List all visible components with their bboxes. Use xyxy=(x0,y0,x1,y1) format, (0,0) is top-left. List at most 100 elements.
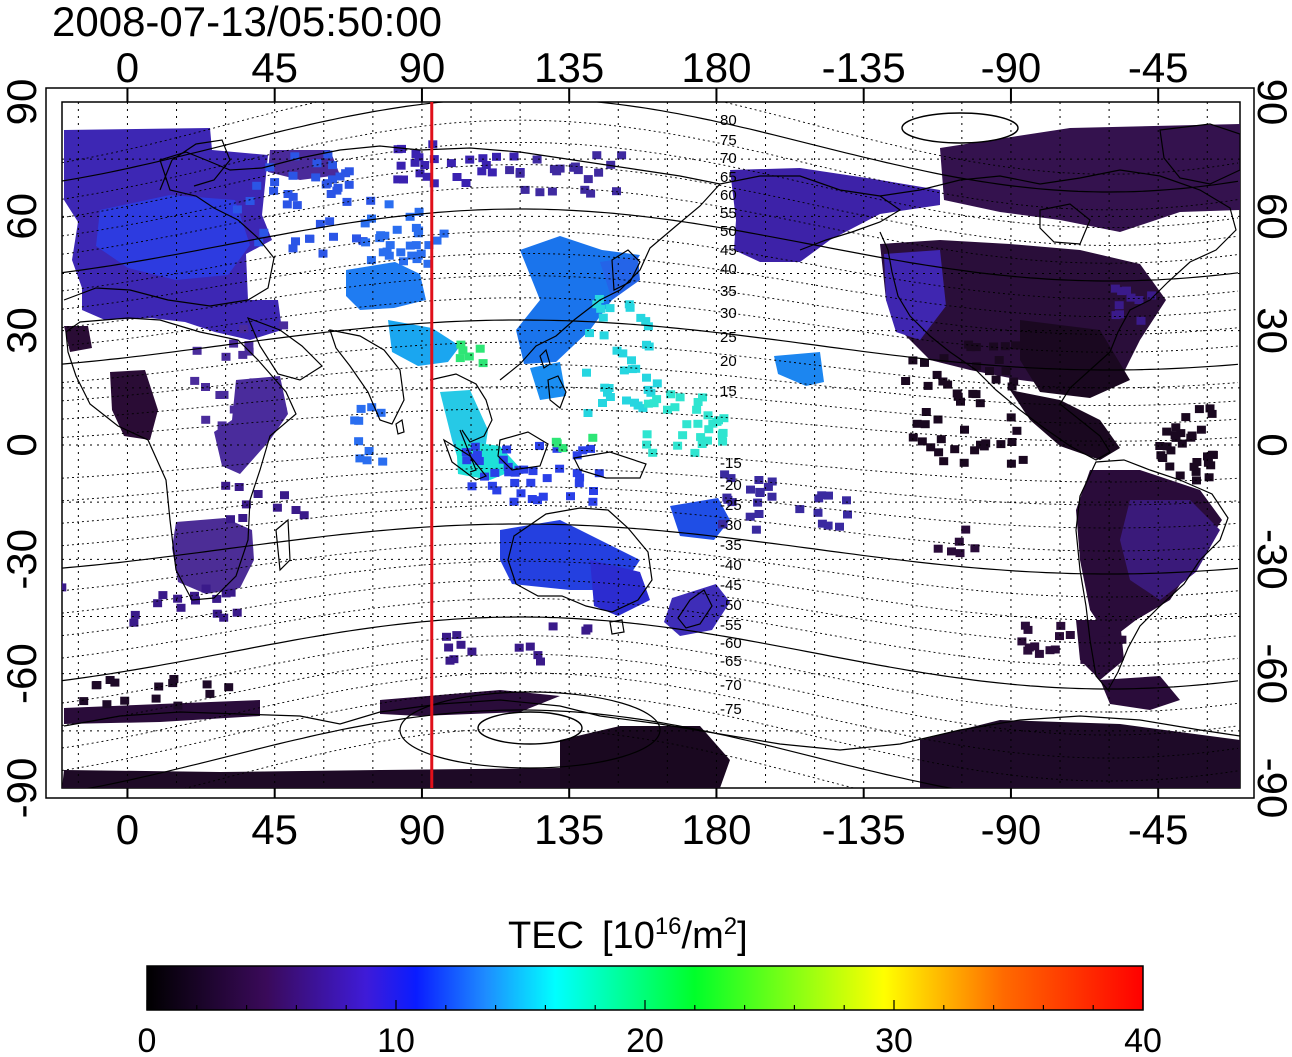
tec-speckle xyxy=(575,473,585,482)
tec-speckle xyxy=(242,426,252,435)
right-latitude-labels: 90 60 30 0 -30 -60 -90 xyxy=(1249,79,1292,819)
tec-speckle xyxy=(224,683,234,692)
tec-speckle xyxy=(332,186,342,195)
coastline-taiwan xyxy=(539,348,551,369)
tec-speckle xyxy=(594,295,604,303)
tec-speckle xyxy=(817,519,827,528)
tec-speckle xyxy=(462,456,472,465)
tec-speckle xyxy=(588,497,598,506)
tec-speckle xyxy=(355,454,365,463)
tec-speckle xyxy=(397,144,406,153)
tec-speckle xyxy=(908,356,918,365)
tec-speckle xyxy=(105,676,115,684)
tec-speckle xyxy=(594,168,604,177)
tec-speckle xyxy=(843,510,852,519)
tec-speckle xyxy=(627,356,636,365)
tec-speckle xyxy=(1206,461,1216,470)
tec-speckle xyxy=(1136,316,1146,325)
tec-speckle xyxy=(291,506,301,514)
tec-speckle xyxy=(328,161,337,170)
tec-speckle xyxy=(901,377,911,385)
tec-speckle xyxy=(652,395,662,404)
tec-speckle xyxy=(633,401,643,410)
coastline-asia-north xyxy=(261,145,721,185)
tec-speckle xyxy=(666,390,676,399)
tec-speckle xyxy=(455,354,465,363)
contour-label: 35 xyxy=(720,283,737,300)
tec-speckle xyxy=(745,512,755,521)
tec-speckle xyxy=(933,415,943,424)
tec-speckle xyxy=(1192,458,1202,466)
tec-speckle xyxy=(221,481,231,490)
contour-label: 65 xyxy=(720,169,737,186)
contour-line xyxy=(62,275,1239,335)
tec-speckle xyxy=(254,238,264,247)
tec-speckle xyxy=(746,485,755,494)
tec-speckle xyxy=(908,433,918,442)
tec-speckle xyxy=(1110,633,1120,642)
tec-speckle xyxy=(474,457,484,465)
tec-speckle xyxy=(478,359,488,368)
tec-speckle xyxy=(249,378,259,387)
tec-speckle xyxy=(305,234,315,243)
tec-speckle xyxy=(934,448,944,457)
tec-speckle xyxy=(1176,429,1186,438)
tec-speckle xyxy=(259,228,269,237)
coastline-africa xyxy=(65,317,297,601)
tec-speckle xyxy=(130,610,140,619)
tec-speckle xyxy=(697,440,707,448)
contour-line xyxy=(184,728,856,788)
tec-speckle xyxy=(960,425,969,434)
tec-speckle xyxy=(288,244,298,253)
tec-speckle xyxy=(318,249,328,258)
tec-speckle xyxy=(972,362,982,371)
tec-speckle xyxy=(384,251,394,260)
tec-speckle xyxy=(168,679,178,688)
tec-speckle xyxy=(173,701,183,710)
tec-speckle xyxy=(202,680,212,689)
tec-speckle xyxy=(405,212,415,221)
tec-speckle xyxy=(245,197,255,205)
tec-speckle xyxy=(253,490,263,498)
tec-speckle xyxy=(458,346,468,355)
lat-tick-label-left: 60 xyxy=(0,193,45,240)
tec-speckle xyxy=(1189,462,1199,471)
tec-speckle xyxy=(239,324,249,333)
tec-speckle xyxy=(703,411,713,420)
contour-label: 75 xyxy=(720,132,737,149)
tec-region-central-america xyxy=(1010,390,1120,460)
tec-speckle xyxy=(509,152,519,161)
tec-speckle xyxy=(939,457,949,466)
lon-tick-label-top: -45 xyxy=(1128,44,1189,91)
coastline-indochina xyxy=(429,373,493,443)
tec-speckle xyxy=(754,510,764,518)
tec-speckle xyxy=(470,442,480,451)
tec-region-canada xyxy=(940,124,1240,232)
tec-speckle xyxy=(158,591,168,600)
tec-speckle xyxy=(492,486,502,495)
contour-line xyxy=(62,672,1239,759)
tec-speckle xyxy=(328,175,337,184)
tec-speckle xyxy=(939,354,949,363)
tec-region-siberia xyxy=(268,150,340,180)
coastline-india xyxy=(329,329,405,425)
tec-speckle xyxy=(201,383,210,391)
lat-tick-label-left: 30 xyxy=(0,307,45,354)
tec-speckle xyxy=(393,175,403,184)
tec-region-gulf xyxy=(1020,320,1130,398)
tec-speckle xyxy=(954,537,964,546)
tec-speckle xyxy=(366,256,376,265)
tec-region-nw-africa xyxy=(64,326,92,352)
coastline-australia xyxy=(507,507,653,613)
tec-speckle xyxy=(392,225,402,234)
contour-label: 40 xyxy=(720,261,737,278)
tec-speckle xyxy=(970,446,980,455)
tec-speckle xyxy=(527,495,537,503)
tec-speckle xyxy=(412,255,422,264)
tec-speckle xyxy=(516,489,526,498)
tec-speckle xyxy=(234,483,244,491)
tec-speckle xyxy=(360,219,370,228)
tec-region-antarctica-west xyxy=(62,768,720,788)
tec-speckle xyxy=(678,431,688,440)
contour-label: -15 xyxy=(720,455,742,472)
